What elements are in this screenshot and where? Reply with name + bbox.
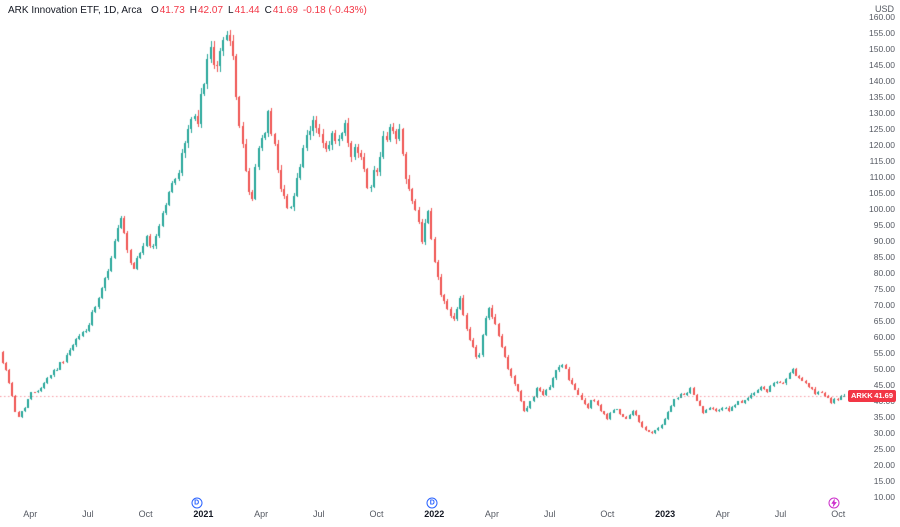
time-axis-label: Oct	[600, 509, 615, 519]
low-label: L	[228, 5, 234, 16]
time-axis-label: Oct	[369, 509, 384, 519]
candlestick-chart-canvas[interactable]	[0, 0, 850, 500]
dividend-marker[interactable]: D	[426, 497, 438, 509]
price-tick-label: 10.00	[873, 492, 895, 502]
close-label: C	[264, 5, 272, 16]
ohlc-values: O41.73 H42.07 L41.44 C41.69 -0.18 (-0.43%)	[146, 5, 367, 16]
price-tick-label: 120.00	[869, 140, 895, 150]
time-axis-label: Apr	[715, 509, 730, 519]
price-tick-label: 155.00	[869, 28, 895, 38]
price-tick-label: 150.00	[869, 44, 895, 54]
price-tick-label: 95.00	[873, 220, 895, 230]
price-tick-label: 125.00	[869, 124, 895, 134]
time-axis-label: Apr	[484, 509, 499, 519]
time-axis[interactable]: Apr Jul Oct 2021 Apr Jul Oct 2022 Apr Jul Oct 2023 A…	[0, 500, 850, 527]
price-tick-label: 145.00	[869, 60, 895, 70]
time-axis-label: 2021	[193, 509, 214, 519]
high-value: 42.07	[198, 5, 224, 16]
price-tick-label: 135.00	[869, 92, 895, 102]
price-tick-label: 75.00	[873, 284, 895, 294]
time-axis-label: Oct	[831, 509, 846, 519]
price-tick-label: 20.00	[873, 460, 895, 470]
time-axis-label: Jul	[543, 509, 556, 519]
price-tick-label: 110.00	[869, 172, 895, 182]
price-tick-label: 35.00	[873, 412, 895, 422]
symbol-title[interactable]: ARK Innovation ETF, 1D, Arca	[8, 5, 142, 16]
badge-price: 41.69	[874, 391, 893, 401]
time-axis-label: Apr	[23, 509, 38, 519]
price-tick-label: 115.00	[869, 156, 895, 166]
open-label: O	[150, 5, 159, 16]
close-value: 41.69	[272, 5, 298, 16]
time-axis-label: 2023	[655, 509, 676, 519]
symbol-info-bar: ARK Innovation ETF, 1D, Arca O41.73 H42.07…	[8, 5, 367, 16]
time-axis-label: Apr	[254, 509, 269, 519]
price-tick-label: 60.00	[873, 332, 895, 342]
price-tick-label: 105.00	[869, 188, 895, 198]
price-tick-label: 140.00	[869, 76, 895, 86]
price-tick-label: 160.00	[869, 12, 895, 22]
low-value: 41.44	[234, 5, 260, 16]
price-tick-label: 65.00	[873, 316, 895, 326]
price-tick-label: 55.00	[873, 348, 895, 358]
price-tick-label: 85.00	[873, 252, 895, 262]
lightning-icon	[831, 498, 838, 508]
change-value: -0.18 (-0.43%)	[302, 5, 367, 16]
open-value: 41.73	[159, 5, 185, 16]
price-axis[interactable]: USD 160.00 155.00 150.00 145.00 140.00 135.00…	[848, 0, 900, 502]
last-price-badge: ARKK 41.69	[848, 389, 896, 402]
price-tick-label: 70.00	[873, 300, 895, 310]
price-tick-label: 30.00	[873, 428, 895, 438]
time-axis-label: Jul	[82, 509, 94, 519]
price-tick-label: 25.00	[873, 444, 895, 454]
price-tick-label: 15.00	[873, 476, 895, 486]
time-axis-label: Oct	[138, 509, 153, 519]
price-tick-label: 130.00	[869, 108, 895, 118]
dividend-marker[interactable]: D	[191, 497, 203, 509]
price-tick-label: 100.00	[869, 204, 895, 214]
price-tick-label: 45.00	[873, 380, 895, 390]
badge-symbol: ARKK	[851, 391, 873, 401]
currency-label: USD	[874, 4, 894, 14]
price-tick-label: 80.00	[873, 268, 895, 278]
event-marker[interactable]	[828, 497, 840, 509]
time-axis-label: 2022	[424, 509, 445, 519]
time-axis-label: Jul	[774, 509, 787, 519]
price-tick-label: 50.00	[873, 364, 895, 374]
time-axis-label: Jul	[313, 509, 325, 519]
price-tick-label: 90.00	[873, 236, 895, 246]
high-label: H	[189, 5, 197, 16]
